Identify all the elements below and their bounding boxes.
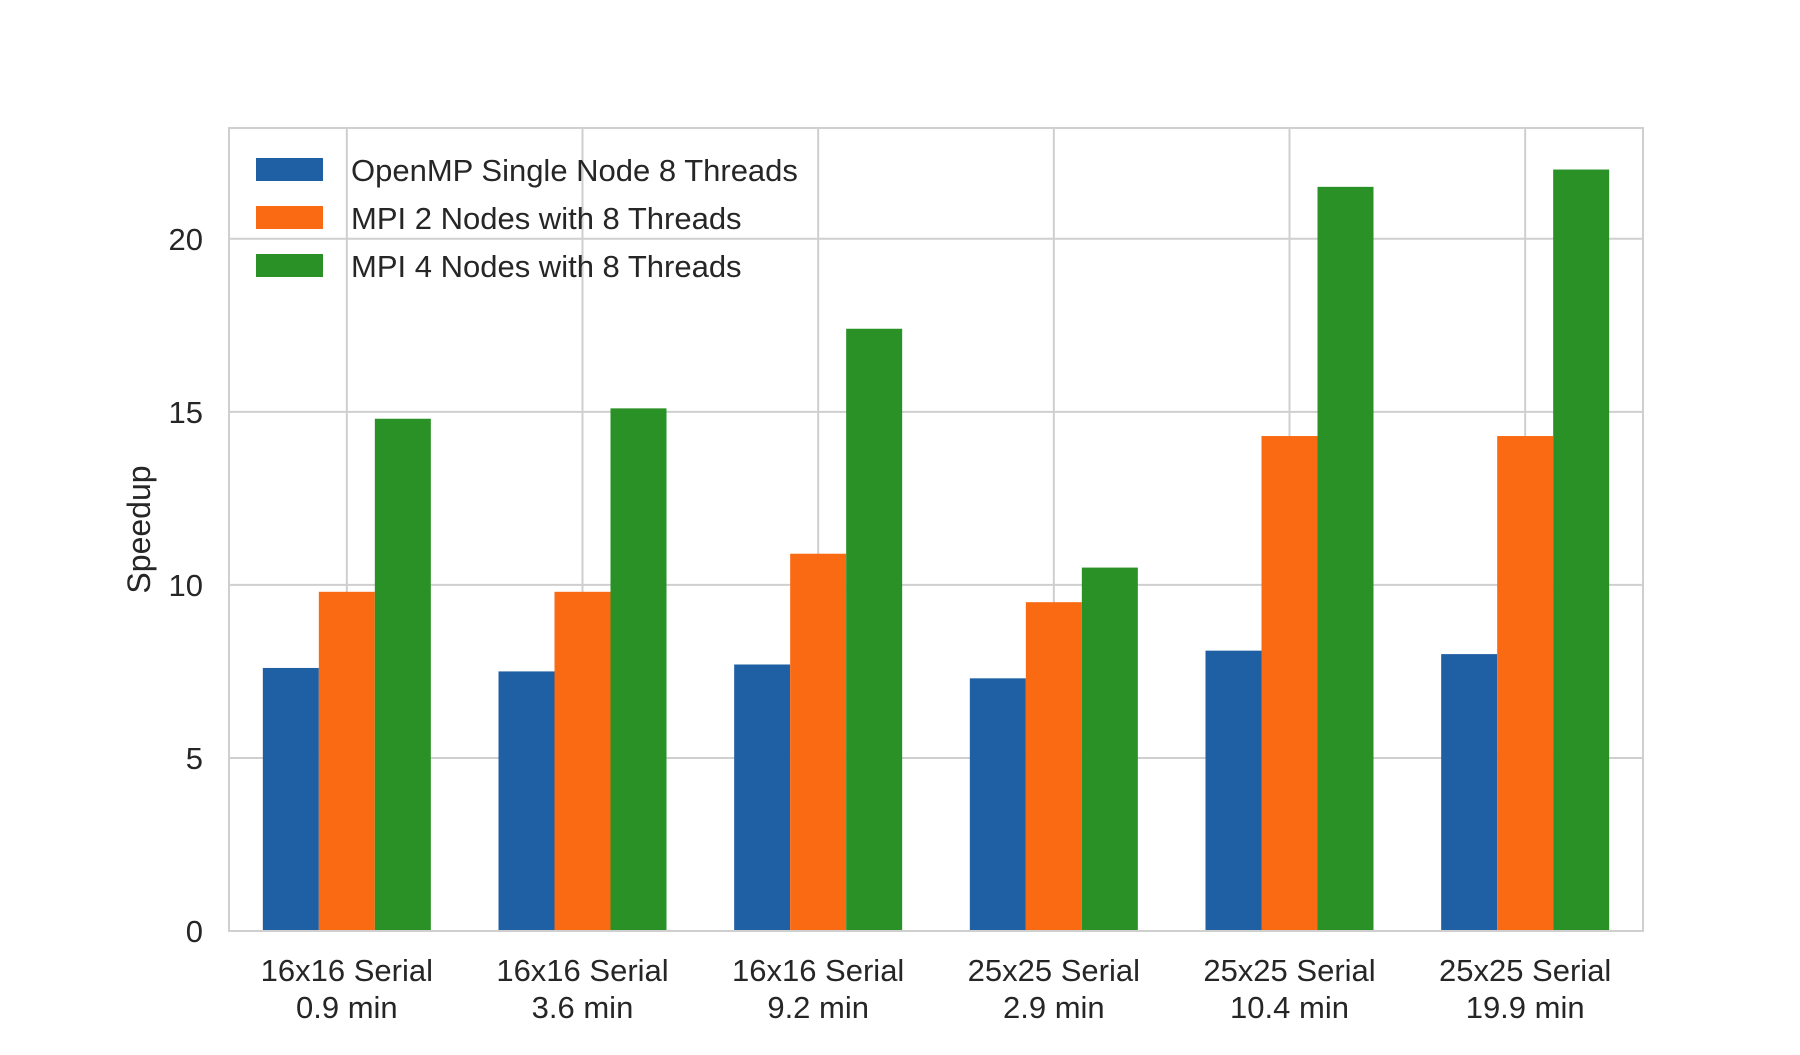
x-tick-label-line: 25x25 Serial <box>968 953 1140 988</box>
x-tick-label-line: 19.9 min <box>1466 990 1585 1025</box>
bar <box>554 591 611 931</box>
bar <box>498 671 555 931</box>
legend-label: MPI 2 Nodes with 8 Threads <box>351 201 742 236</box>
legend-label: OpenMP Single Node 8 Threads <box>351 153 798 188</box>
bar <box>610 408 667 931</box>
y-tick-label: 5 <box>186 741 203 776</box>
x-tick-label: 25x25 Serial 19.9 min <box>1439 953 1611 1025</box>
bar <box>1317 186 1374 931</box>
x-tick-label-line: 3.6 min <box>532 990 634 1025</box>
x-tick-label-line: 16x16 Serial <box>261 953 433 988</box>
legend-swatch <box>256 206 323 229</box>
x-tick-label-line: 16x16 Serial <box>496 953 668 988</box>
y-tick-label: 10 <box>169 568 203 603</box>
bar <box>318 591 375 931</box>
x-tick-label-line: 10.4 min <box>1230 990 1349 1025</box>
x-tick-label-line: 9.2 min <box>767 990 869 1025</box>
x-tick-label: 16x16 Serial 9.2 min <box>732 953 904 1025</box>
y-tick-label: 15 <box>169 395 203 430</box>
bar <box>734 664 791 931</box>
plot-frame <box>228 127 1644 932</box>
bar <box>1205 650 1262 931</box>
y-axis-ticks: 0 5 10 15 20 <box>169 222 203 949</box>
x-tick-label-line: 0.9 min <box>296 990 398 1025</box>
x-tick-label-line: 2.9 min <box>1003 990 1105 1025</box>
y-tick-label: 20 <box>169 222 203 257</box>
bar <box>1497 436 1554 931</box>
y-axis-label: Speedup <box>121 465 157 593</box>
legend-label: MPI 4 Nodes with 8 Threads <box>351 249 742 284</box>
y-tick-label: 0 <box>186 914 203 949</box>
legend-swatch <box>256 254 323 277</box>
x-tick-label-line: 25x25 Serial <box>1203 953 1375 988</box>
bar <box>1081 567 1138 931</box>
legend-swatch <box>256 158 323 181</box>
x-tick-label-line: 16x16 Serial <box>732 953 904 988</box>
x-tick-label: 25x25 Serial 2.9 min <box>968 953 1140 1025</box>
bar <box>846 328 903 931</box>
bar <box>1261 436 1318 931</box>
bar <box>1025 602 1082 931</box>
x-tick-label-line: 25x25 Serial <box>1439 953 1611 988</box>
x-tick-label: 16x16 Serial 3.6 min <box>496 953 668 1025</box>
bar <box>1441 654 1498 931</box>
bar <box>790 553 847 931</box>
bar-layer <box>262 169 1610 931</box>
x-tick-label: 25x25 Serial 10.4 min <box>1203 953 1375 1025</box>
bar <box>374 418 431 931</box>
x-tick-label: 16x16 Serial 0.9 min <box>261 953 433 1025</box>
bar <box>969 678 1026 931</box>
bar <box>262 667 319 931</box>
legend: OpenMP Single Node 8 Threads MPI 2 Nodes … <box>256 153 798 284</box>
bar <box>1553 169 1610 931</box>
